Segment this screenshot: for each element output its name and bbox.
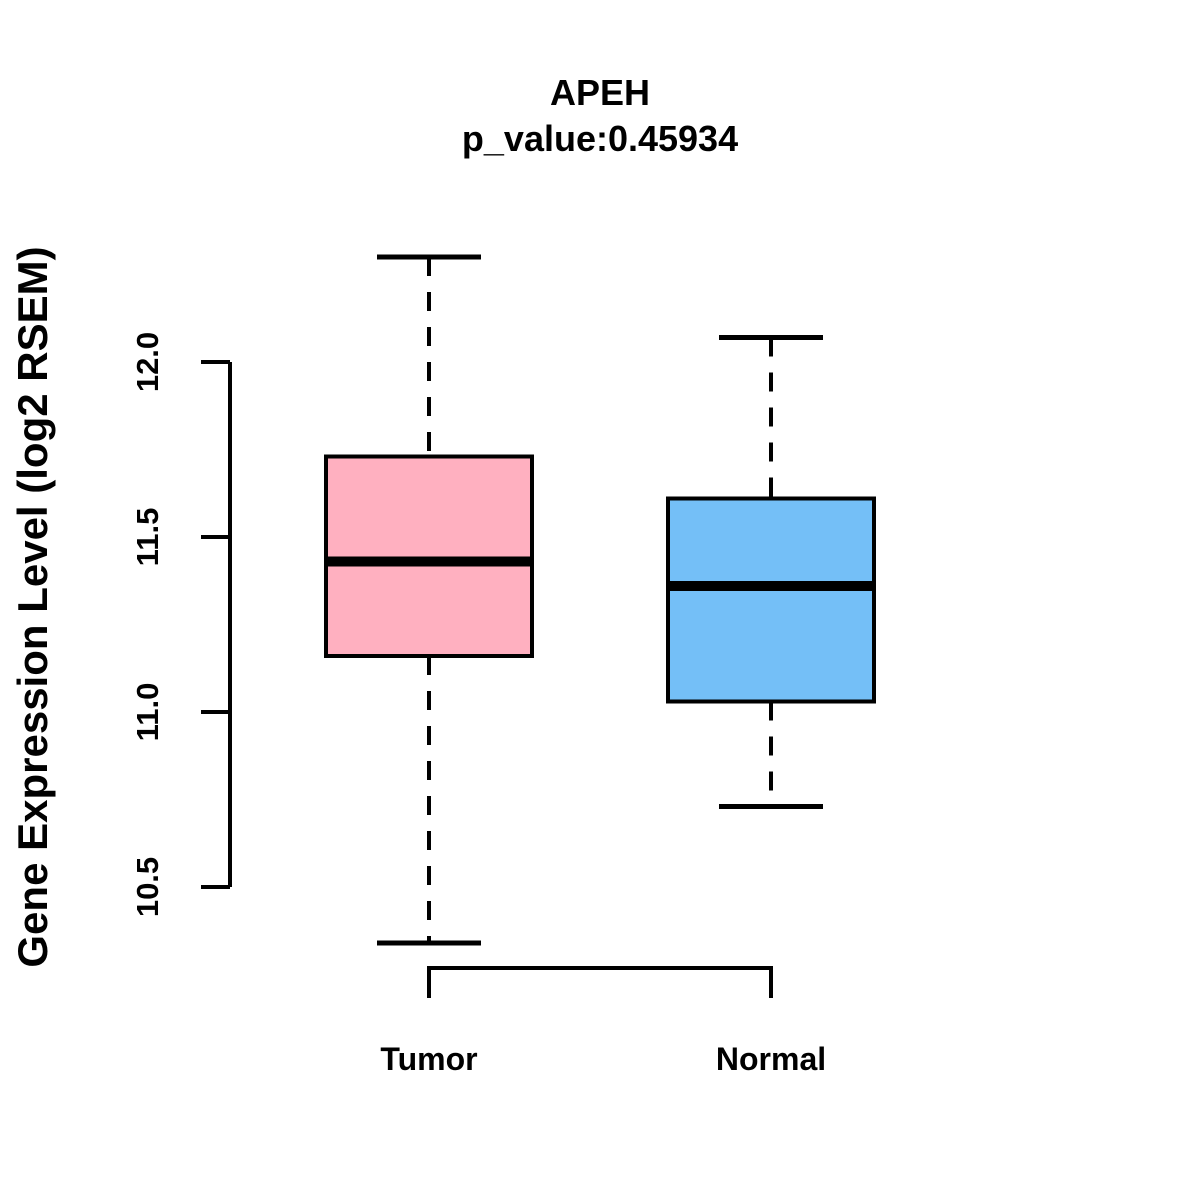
- chart-title-block: APEH p_value:0.45934: [230, 70, 970, 162]
- chart-title: APEH: [549, 72, 651, 113]
- x-axis-label-normal: Normal: [716, 1041, 826, 1077]
- box-tumor: [324, 454, 534, 658]
- x-axis-bracket: [427, 966, 773, 998]
- box-normal: [666, 496, 876, 704]
- y-axis-tick-label: 12.0: [130, 332, 165, 392]
- chart-subtitle: p_value:0.45934: [461, 118, 739, 159]
- y-axis-tick-label: 10.5: [130, 857, 165, 917]
- y-axis-tick-label: 11.0: [130, 683, 165, 742]
- y-axis-tick-label: 11.5: [130, 508, 165, 567]
- x-axis-label-tumor: Tumor: [380, 1041, 477, 1077]
